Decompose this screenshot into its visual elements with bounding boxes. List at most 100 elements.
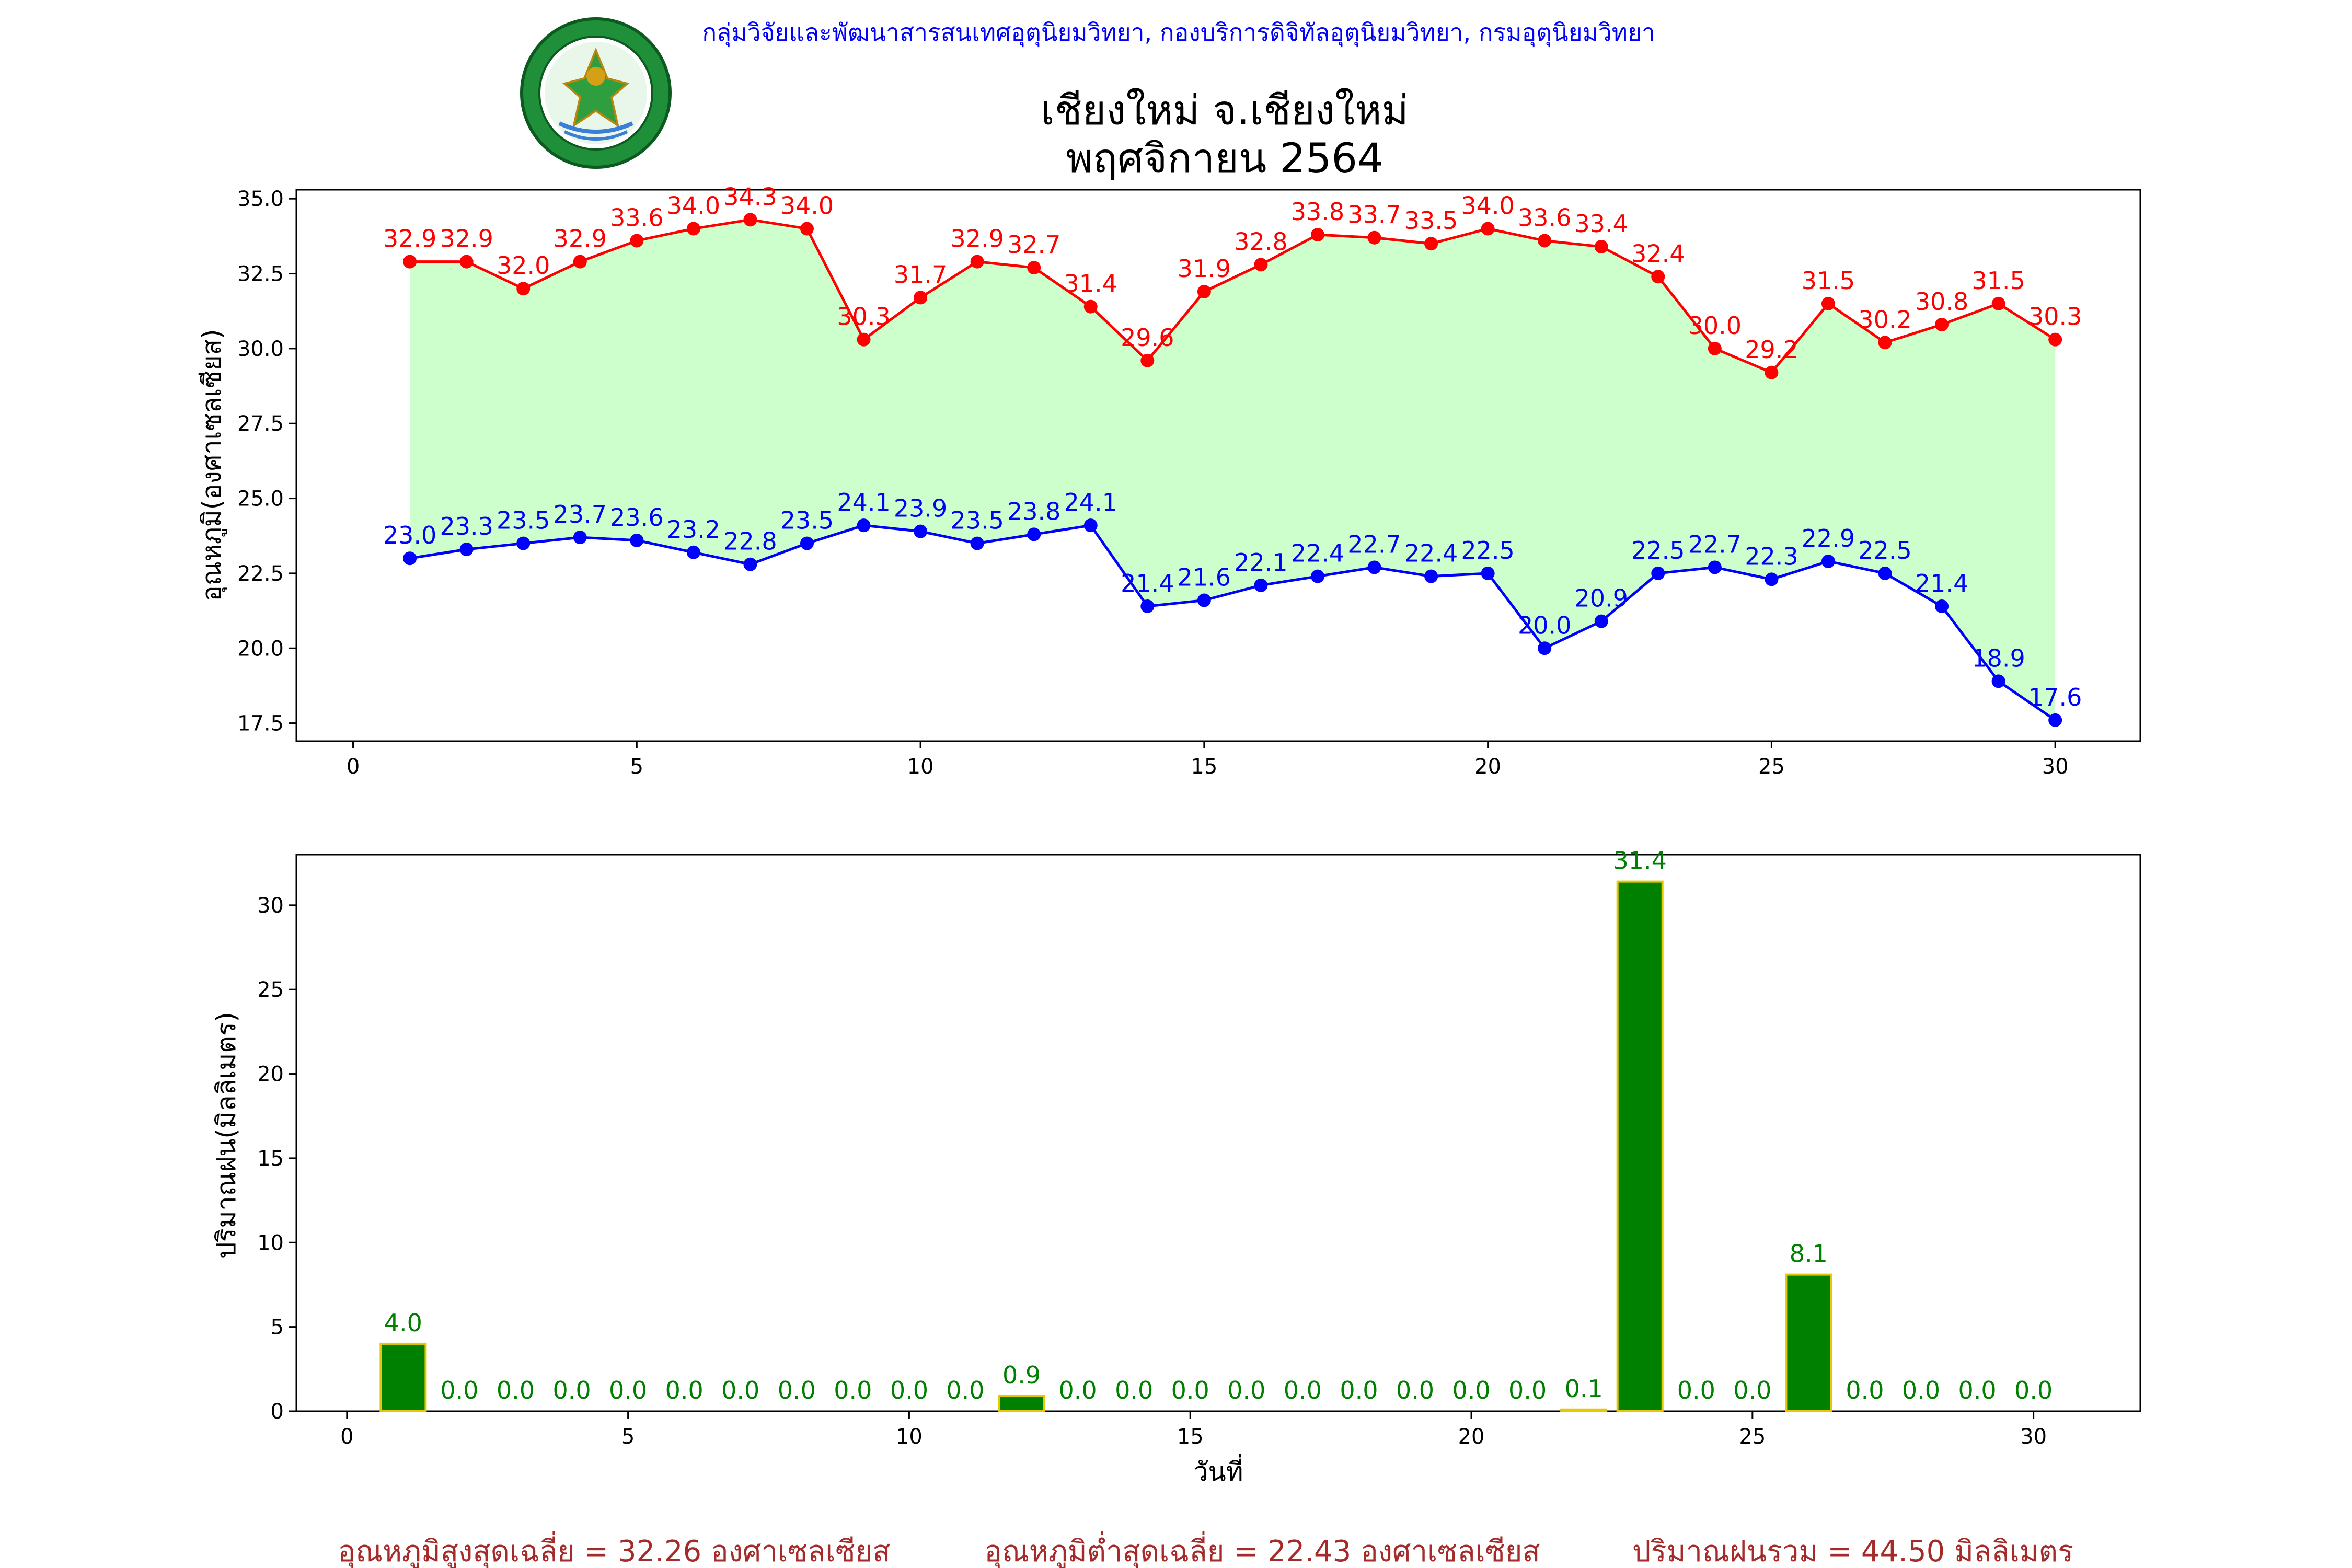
max-temperature-point <box>630 234 644 248</box>
y-tick-label: 30 <box>257 894 284 918</box>
y-tick-label: 0 <box>271 1400 284 1424</box>
y-tick-label: 15 <box>257 1147 284 1171</box>
rainfall-bar-label: 0.0 <box>721 1376 759 1404</box>
min-temperature-label: 17.6 <box>2028 683 2082 711</box>
rainfall-bar-label: 31.4 <box>1613 847 1666 875</box>
x-tick-label: 20 <box>1458 1425 1485 1449</box>
max-temperature-label: 32.7 <box>1007 230 1060 259</box>
max-temperature-label: 32.0 <box>497 251 550 280</box>
max-temperature-point <box>1140 353 1155 367</box>
rainfall-bar-label: 4.0 <box>384 1309 422 1337</box>
rainfall-bar-label: 0.0 <box>1171 1376 1209 1404</box>
max-temperature-point <box>573 255 587 269</box>
summary-total-rain: ปริมาณฝนรวม = 44.50 มิลลิเมตร <box>1632 1535 2073 1568</box>
rainfall-bar-label: 0.0 <box>778 1376 816 1404</box>
rainfall-bar-label: 0.0 <box>1733 1376 1771 1404</box>
min-temperature-label: 23.9 <box>894 494 947 523</box>
y-tick-label: 25.0 <box>237 487 284 511</box>
summary-avg-min: อุณหภูมิต่ำสุดเฉลี่ย = 22.43 องศาเซลเซีย… <box>984 1531 1540 1568</box>
temperature-points <box>403 213 2062 727</box>
min-temperature-label: 22.9 <box>1802 524 1855 552</box>
rainfall-y-axis-label: ปริมาณฝน(มิลลิเมตร) <box>211 1012 241 1259</box>
min-temperature-label: 23.2 <box>667 515 720 544</box>
min-temperature-point <box>686 545 700 559</box>
rainfall-bar-label: 0.0 <box>1340 1376 1378 1404</box>
rainfall-bar <box>998 1394 1045 1413</box>
max-temperature-point <box>1935 318 1949 332</box>
max-temperature-label: 31.5 <box>1971 267 2025 295</box>
min-temperature-label: 23.7 <box>554 500 607 528</box>
max-temperature-label: 32.9 <box>383 225 436 253</box>
min-temperature-label: 20.9 <box>1575 584 1628 613</box>
min-temperature-point <box>1424 569 1438 583</box>
rainfall-bar-label: 0.0 <box>665 1376 704 1404</box>
min-temperature-point <box>1481 566 1495 580</box>
rainfall-bar-label: 0.0 <box>1396 1376 1434 1404</box>
temperature-chart: 0 5 10 15 20 25 30 17.5 20.0 22.5 25.0 27.5 30.0 32.… <box>197 182 2141 779</box>
min-temperature-point <box>1367 560 1381 574</box>
min-temperature-label: 23.5 <box>950 506 1004 535</box>
min-temperature-point <box>914 524 928 538</box>
max-temperature-point <box>1538 234 1552 248</box>
max-temperature-point <box>1708 341 1722 355</box>
max-temperature-line <box>410 218 2056 374</box>
temperature-data-labels: 32.9 32.932.032.933.6 34.0 34.3 34.030.331.7… <box>383 182 2082 711</box>
rainfall-x-axis-label: วันที่ <box>1193 1454 1243 1487</box>
max-temperature-label: 31.9 <box>1178 255 1231 283</box>
rainfall-bar-label: 0.0 <box>1452 1376 1490 1404</box>
max-temperature-label: 34.0 <box>780 192 834 220</box>
max-temperature-point <box>2048 332 2062 347</box>
rainfall-bar-label: 0.0 <box>1059 1376 1097 1404</box>
x-tick-label: 5 <box>621 1425 635 1449</box>
min-temperature-label: 21.4 <box>1121 569 1174 597</box>
max-temperature-point <box>1083 299 1098 314</box>
x-tick-label: 15 <box>1177 1425 1204 1449</box>
x-tick-label: 5 <box>630 755 643 779</box>
x-tick-label: 25 <box>1758 755 1785 779</box>
min-temperature-point <box>800 536 814 550</box>
max-temperature-point <box>800 222 814 236</box>
max-temperature-point <box>516 282 531 296</box>
y-tick-label: 5 <box>271 1316 284 1340</box>
min-temperature-point <box>1083 518 1098 533</box>
max-temperature-point <box>459 255 474 269</box>
rainfall-bar-label: 0.0 <box>834 1376 872 1404</box>
y-tick-label: 22.5 <box>237 562 284 586</box>
min-temperature-label: 22.5 <box>1858 536 1911 564</box>
max-temperature-label: 33.4 <box>1575 210 1628 238</box>
y-tick-label: 35.0 <box>237 187 284 211</box>
rainfall-plot-frame <box>295 854 2141 1412</box>
min-temperature-line <box>409 524 2056 721</box>
min-temperature-label: 22.5 <box>1631 536 1685 564</box>
min-temperature-label: 22.4 <box>1404 539 1458 568</box>
max-temperature-label: 31.4 <box>1064 270 1117 298</box>
temperature-range-fill <box>410 220 2056 720</box>
x-tick-label: 10 <box>896 1425 923 1449</box>
max-temperature-point <box>857 332 871 347</box>
rainfall-bar-label: 0.0 <box>890 1376 928 1404</box>
temperature-y-axis: 17.5 20.0 22.5 25.0 27.5 30.0 32.5 35.0 <box>237 187 296 736</box>
min-temperature-point <box>1878 566 1892 580</box>
rainfall-bar-label: 0.0 <box>609 1376 647 1404</box>
rainfall-bar-label: 0.0 <box>946 1376 984 1404</box>
rainfall-bar-label: 0.0 <box>1508 1376 1547 1404</box>
max-temperature-point <box>914 291 928 305</box>
max-temperature-label: 32.9 <box>440 225 493 253</box>
max-temperature-label: 34.0 <box>667 192 720 220</box>
rainfall-bar-label: 0.0 <box>2014 1376 2053 1404</box>
rainfall-bar-label: 0.0 <box>552 1376 591 1404</box>
min-temperature-point <box>970 536 984 550</box>
max-temperature-point <box>1027 261 1041 275</box>
min-temperature-point <box>1708 560 1722 574</box>
summary-avg-max: อุณหภูมิสูงสุดเฉลี่ย = 32.26 องศาเซลเซีย… <box>338 1531 890 1568</box>
max-temperature-label: 30.8 <box>1915 287 1968 316</box>
rainfall-chart: 0 5 10 15 20 25 30 0 5 10 15 20 25 30 4.0 0.0 0.0 0.0 0.… <box>211 847 2141 1487</box>
max-temperature-label: 33.8 <box>1291 198 1344 226</box>
min-temperature-label: 22.4 <box>1291 539 1344 568</box>
min-temperature-point <box>630 533 644 547</box>
min-temperature-point <box>1140 599 1155 613</box>
max-temperature-label: 32.9 <box>554 225 607 253</box>
x-tick-label: 20 <box>1474 755 1501 779</box>
rainfall-data-labels: 4.0 0.0 0.0 0.0 0.0 0.0 0.0 0.0 0.0 0.0 0.0 0.9 0.0 0… <box>384 847 2053 1404</box>
max-temperature-label: 30.3 <box>837 303 890 331</box>
